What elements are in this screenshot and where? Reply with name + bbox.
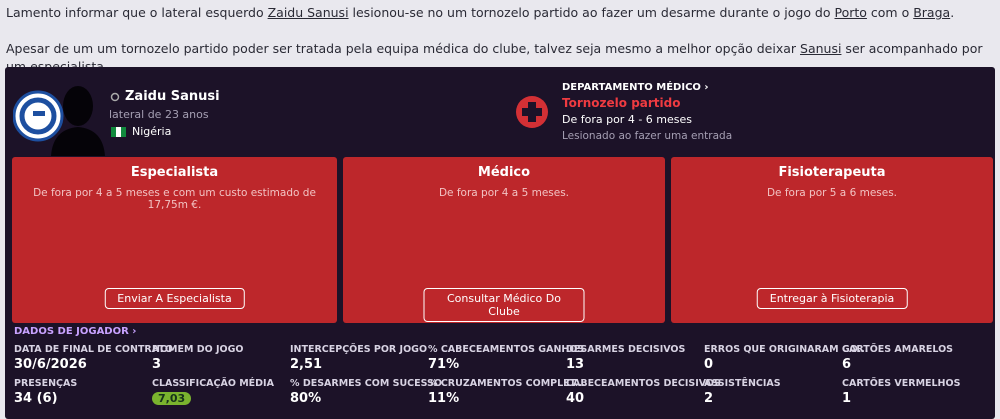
stat-value-text: 30/6/2026 bbox=[14, 357, 87, 372]
option-card: Fisioterapeuta De fora por 5 a 6 meses. En… bbox=[671, 157, 993, 323]
text: Lamento informar que o lateral esquerdo bbox=[6, 5, 268, 20]
text: . bbox=[950, 5, 955, 20]
link[interactable]: Braga bbox=[913, 5, 951, 20]
text: lesionou-se no um tornozelo partido ao f… bbox=[348, 5, 835, 20]
link[interactable]: Porto bbox=[834, 5, 867, 20]
stat-value: 40 bbox=[566, 391, 584, 406]
flag bbox=[111, 127, 126, 137]
stat-value: 30/6/2026 bbox=[14, 357, 87, 372]
stat-value-text: 13 bbox=[566, 357, 585, 372]
stat-label: INTERCEPÇÕES POR JOGO bbox=[290, 344, 428, 355]
option-detail: De fora por 4 a 5 meses e com um custo e… bbox=[33, 187, 316, 211]
stat-label: % CABECEAMENTOS GANHOS bbox=[428, 344, 585, 355]
link[interactable]: Zaidu Sanusi bbox=[267, 5, 349, 20]
stat-value-text: 2,51 bbox=[290, 357, 323, 372]
option-card: Médico De fora por 4 a 5 meses. Consultar … bbox=[343, 157, 665, 323]
person-icon bbox=[110, 92, 120, 102]
stat-value: 3 bbox=[152, 357, 161, 372]
stat-label: DATA DE FINAL DE CONTRATO bbox=[14, 344, 173, 355]
option-card: Especialista De fora por 4 a 5 meses e co… bbox=[12, 157, 337, 323]
cause: Lesionado ao fazer uma entrada bbox=[562, 130, 733, 142]
link[interactable]: Sanusi bbox=[800, 41, 842, 56]
stat-value-text: 2 bbox=[704, 391, 714, 406]
stat-value-text: 7,03 bbox=[152, 392, 192, 405]
stat-value-text: 0 bbox=[704, 357, 714, 372]
medical-icon bbox=[516, 96, 548, 128]
stat-value: 80% bbox=[290, 391, 321, 406]
stat-label: DESARMES DECISIVOS bbox=[566, 344, 686, 355]
stat-value: 71% bbox=[428, 357, 459, 372]
stat-value-text: 80% bbox=[290, 391, 322, 406]
stats-header[interactable]: DADOS DE JOGADOR › bbox=[14, 326, 137, 337]
stat-label: CABECEAMENTOS DECISIVOS bbox=[566, 378, 721, 389]
player-description: lateral de 23 anos bbox=[109, 108, 209, 121]
stat-value-text: 34 (6) bbox=[14, 391, 58, 406]
stat-value: 7,03 bbox=[152, 391, 192, 406]
stat-value-text: 6 bbox=[842, 357, 852, 372]
option-detail: De fora por 4 a 5 meses. bbox=[438, 187, 570, 199]
stat-value-text: 1 bbox=[842, 391, 852, 406]
stat-value-text: 40 bbox=[566, 391, 585, 406]
duration: De fora por 4 - 6 meses bbox=[562, 113, 692, 126]
option-title: Especialista bbox=[130, 165, 219, 180]
player-name[interactable]: Zaidu Sanusi bbox=[125, 89, 220, 104]
option-button[interactable]: Enviar A Especialista bbox=[104, 288, 245, 309]
stat-value: 11% bbox=[428, 391, 459, 406]
stat-value: 13 bbox=[566, 357, 584, 372]
injury-panel: Zaidu Sanusi lateral de 23 anos Nigéria … bbox=[5, 67, 995, 419]
stat-value: 2 bbox=[704, 391, 713, 406]
text: com o bbox=[866, 5, 914, 20]
stat-label: % CRUZAMENTOS COMPLET... bbox=[428, 378, 586, 389]
player-image bbox=[13, 86, 105, 156]
message: Lamento informar que o lateral esquerdo … bbox=[6, 4, 996, 76]
stat-value: 2,51 bbox=[290, 357, 322, 372]
text: Apesar de um um tornozelo partido poder … bbox=[6, 41, 801, 56]
option-detail: De fora por 5 a 6 meses. bbox=[766, 187, 898, 199]
stat-value: 1 bbox=[842, 391, 851, 406]
stat-label: ERROS QUE ORIGINARAM GO... bbox=[704, 344, 869, 355]
stat-label: PRESENÇAS bbox=[14, 378, 78, 389]
option-title: Fisioterapeuta bbox=[778, 165, 886, 180]
nationality: Nigéria bbox=[132, 125, 172, 138]
stat-label: % DESARMES COM SUCESSO bbox=[290, 378, 442, 389]
option-title: Médico bbox=[477, 165, 531, 180]
medical-header[interactable]: DEPARTAMENTO MÉDICO › bbox=[562, 82, 709, 93]
stat-value: 34 (6) bbox=[14, 391, 58, 406]
stat-value: 6 bbox=[842, 357, 851, 372]
stat-value-text: 71% bbox=[428, 357, 460, 372]
injury: Tornozelo partido bbox=[562, 96, 681, 110]
stat-value: 0 bbox=[704, 357, 713, 372]
stat-value-text: 3 bbox=[152, 357, 162, 372]
stat-value-text: 11% bbox=[428, 391, 460, 406]
stat-label: CLASSIFICAÇÃO MÉDIA bbox=[152, 378, 274, 389]
paragraph: Lamento informar que o lateral esquerdo … bbox=[6, 4, 996, 40]
stat-label: HOMEM DO JOGO bbox=[152, 344, 244, 355]
stat-label: ASSISTÊNCIAS bbox=[704, 378, 781, 389]
option-button[interactable]: Consultar Médico Do Clube bbox=[423, 288, 585, 322]
option-button[interactable]: Entregar à Fisioterapia bbox=[756, 288, 908, 309]
stat-label: CARTÕES VERMELHOS bbox=[842, 378, 961, 389]
stat-label: CARTÕES AMARELOS bbox=[842, 344, 954, 355]
